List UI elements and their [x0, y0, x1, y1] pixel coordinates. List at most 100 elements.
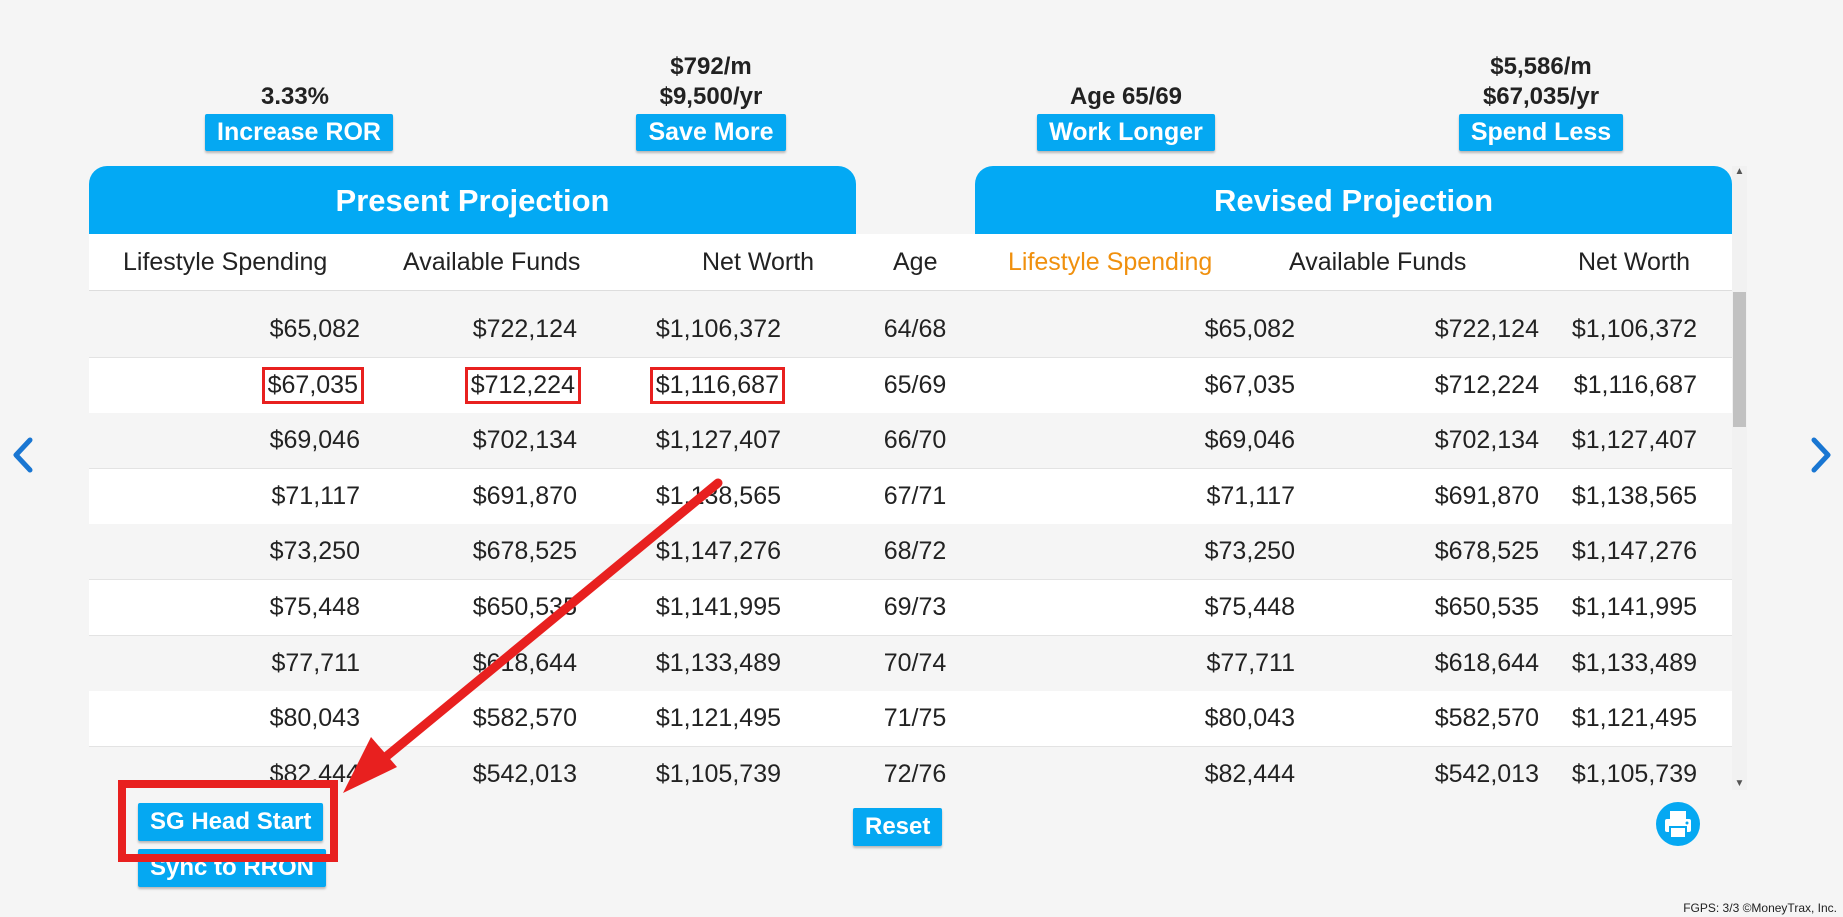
revised-available-funds-cell: $582,570	[1434, 704, 1539, 733]
revised-lifestyle-spending-header[interactable]: Lifestyle Spending	[1008, 248, 1213, 276]
present-lifestyle-spending-cell: $71,117	[271, 481, 360, 510]
present-net-worth-cell: $1,116,687	[649, 366, 786, 404]
age-cell: 70/74	[883, 648, 947, 677]
present-net-worth-cell: $1,133,489	[655, 648, 781, 677]
revised-net-worth-cell: $1,138,565	[1571, 481, 1697, 510]
table-row[interactable]: $69,046 $702,134 $1,127,407 66/70 $69,046 $70…	[89, 413, 1732, 470]
table-row[interactable]: $71,117 $691,870 $1,138,565 67/71 $71,117 $69…	[89, 468, 1732, 525]
age-cell: 66/70	[883, 426, 947, 455]
present-lifestyle-spending-cell: $69,046	[269, 426, 360, 455]
present-lifestyle-spending-cell: $73,250	[269, 537, 360, 566]
present-lifestyle-spending-header: Lifestyle Spending	[123, 248, 328, 276]
present-net-worth-cell: $1,147,276	[655, 537, 781, 566]
ror-value: 3.33%	[260, 83, 330, 110]
save-monthly-value: $792/m	[670, 53, 752, 80]
revised-available-funds-cell: $712,224	[1434, 370, 1539, 399]
table-row[interactable]: $75,448 $650,535 $1,141,995 69/73 $75,448 $65…	[89, 580, 1732, 636]
present-available-funds-cell: $702,134	[472, 426, 577, 455]
scroll-down-arrow-icon[interactable]: ▼	[1734, 778, 1745, 789]
scroll-up-arrow-icon[interactable]: ▲	[1734, 166, 1745, 177]
work-longer-button[interactable]: Work Longer	[1037, 114, 1215, 151]
revised-available-funds-cell: $618,644	[1434, 648, 1539, 677]
present-net-worth-cell: $1,121,495	[655, 704, 781, 733]
table-header-row: Lifestyle Spending Available Funds Net W…	[89, 234, 1732, 291]
present-net-worth-header: Net Worth	[702, 248, 815, 276]
present-lifestyle-spending-cell: $67,035	[261, 366, 365, 404]
present-available-funds-cell: $722,124	[472, 315, 577, 343]
revised-available-funds-cell: $678,525	[1434, 537, 1539, 566]
sg-head-start-button[interactable]: SG Head Start	[138, 803, 324, 841]
table-row[interactable]: $73,250 $678,525 $1,147,276 68/72 $73,250 $67…	[89, 524, 1732, 581]
revised-available-funds-cell: $702,134	[1434, 426, 1539, 455]
increase-ror-button[interactable]: Increase ROR	[205, 114, 393, 151]
present-lifestyle-spending-cell: $77,711	[271, 648, 360, 677]
age-cell: 64/68	[883, 315, 947, 343]
chevron-left-icon[interactable]	[4, 430, 44, 480]
revised-lifestyle-spending-cell: $75,448	[1204, 593, 1295, 621]
revised-net-worth-header: Net Worth	[1578, 248, 1691, 276]
table-row[interactable]: $67,035 $712,224 $1,116,687 65/69 $67,035 $71…	[89, 357, 1732, 414]
spend-monthly-value: $5,586/m	[1490, 53, 1592, 80]
revised-available-funds-cell: $542,013	[1434, 759, 1539, 788]
present-lifestyle-spending-cell: $65,082	[269, 315, 360, 343]
projection-table-body[interactable]: $65,082 $722,124 $1,106,372 64/68 $65,082 $72…	[89, 290, 1732, 790]
print-button[interactable]	[1656, 802, 1700, 846]
present-net-worth-cell: $1,106,372	[655, 315, 781, 343]
revised-lifestyle-spending-cell: $73,250	[1204, 537, 1295, 566]
present-net-worth-cell: $1,105,739	[655, 759, 781, 788]
spend-yearly-value: $67,035/yr	[1482, 83, 1600, 110]
annotation-box	[118, 780, 338, 862]
save-yearly-value: $9,500/yr	[659, 83, 763, 110]
reset-button[interactable]: Reset	[853, 808, 943, 846]
table-row[interactable]: $80,043 $582,570 $1,121,495 71/75 $80,043 $58…	[89, 691, 1732, 748]
present-lifestyle-spending-cell: $80,043	[269, 704, 360, 733]
present-available-funds-cell: $678,525	[472, 537, 577, 566]
age-cell: 69/73	[883, 593, 947, 621]
age-cell: 71/75	[883, 704, 947, 733]
save-more-button[interactable]: Save More	[636, 114, 786, 151]
printer-icon	[1665, 811, 1691, 839]
chevron-right-icon[interactable]	[1800, 430, 1840, 480]
spend-less-control: $5,586/m $67,035/yr Spend Less	[1451, 52, 1631, 151]
revised-lifestyle-spending-cell: $82,444	[1204, 759, 1295, 788]
present-available-funds-cell: $691,870	[472, 481, 577, 510]
age-cell: 72/76	[883, 759, 947, 788]
age-cell: 67/71	[883, 481, 947, 510]
revised-net-worth-cell: $1,121,495	[1571, 704, 1697, 733]
table-row[interactable]: $65,082 $722,124 $1,106,372 64/68 $65,082 $72…	[89, 302, 1732, 358]
age-header: Age	[893, 248, 938, 276]
revised-lifestyle-spending-cell: $77,711	[1206, 648, 1295, 677]
scroll-thumb[interactable]	[1733, 292, 1746, 427]
revised-net-worth-cell: $1,116,687	[1573, 370, 1697, 399]
present-net-worth-cell: $1,127,407	[655, 426, 781, 455]
work-longer-control: Age 65/69 Work Longer	[1036, 82, 1216, 151]
revised-net-worth-cell: $1,147,276	[1571, 537, 1697, 566]
revised-lifestyle-spending-cell: $71,117	[1206, 481, 1295, 510]
revised-lifestyle-spending-cell: $65,082	[1204, 315, 1295, 343]
age-cell: 68/72	[883, 537, 947, 566]
present-available-funds-header: Available Funds	[403, 248, 581, 276]
revised-available-funds-cell: $691,870	[1434, 481, 1539, 510]
revised-net-worth-cell: $1,127,407	[1571, 426, 1697, 455]
ror-control: 3.33% Increase ROR	[205, 82, 393, 151]
revised-net-worth-cell: $1,106,372	[1571, 315, 1697, 343]
save-more-control: $792/m $9,500/yr Save More	[621, 52, 801, 151]
revised-net-worth-cell: $1,141,995	[1571, 593, 1697, 621]
table-row[interactable]: $77,711 $618,644 $1,133,489 70/74 $77,711 $61…	[89, 635, 1732, 692]
revised-lifestyle-spending-cell: $67,035	[1204, 370, 1295, 399]
spend-less-button[interactable]: Spend Less	[1458, 114, 1624, 151]
revised-lifestyle-spending-cell: $69,046	[1204, 426, 1295, 455]
table-scrollbar[interactable]: ▲ ▼	[1732, 166, 1747, 790]
revised-available-funds-cell: $722,124	[1434, 315, 1539, 343]
revised-net-worth-cell: $1,105,739	[1571, 759, 1697, 788]
revised-available-funds-cell: $650,535	[1434, 593, 1539, 621]
present-available-funds-cell: $712,224	[464, 366, 582, 404]
present-available-funds-cell: $542,013	[472, 759, 577, 788]
present-lifestyle-spending-cell: $75,448	[269, 593, 360, 621]
footer-copyright: FGPS: 3/3 ©MoneyTrax, Inc.	[1683, 901, 1837, 915]
revised-available-funds-header: Available Funds	[1289, 248, 1467, 276]
revised-projection-header: Revised Projection	[975, 166, 1732, 234]
present-net-worth-cell: $1,141,995	[655, 593, 781, 621]
retire-age-value: Age 65/69	[1069, 83, 1183, 110]
